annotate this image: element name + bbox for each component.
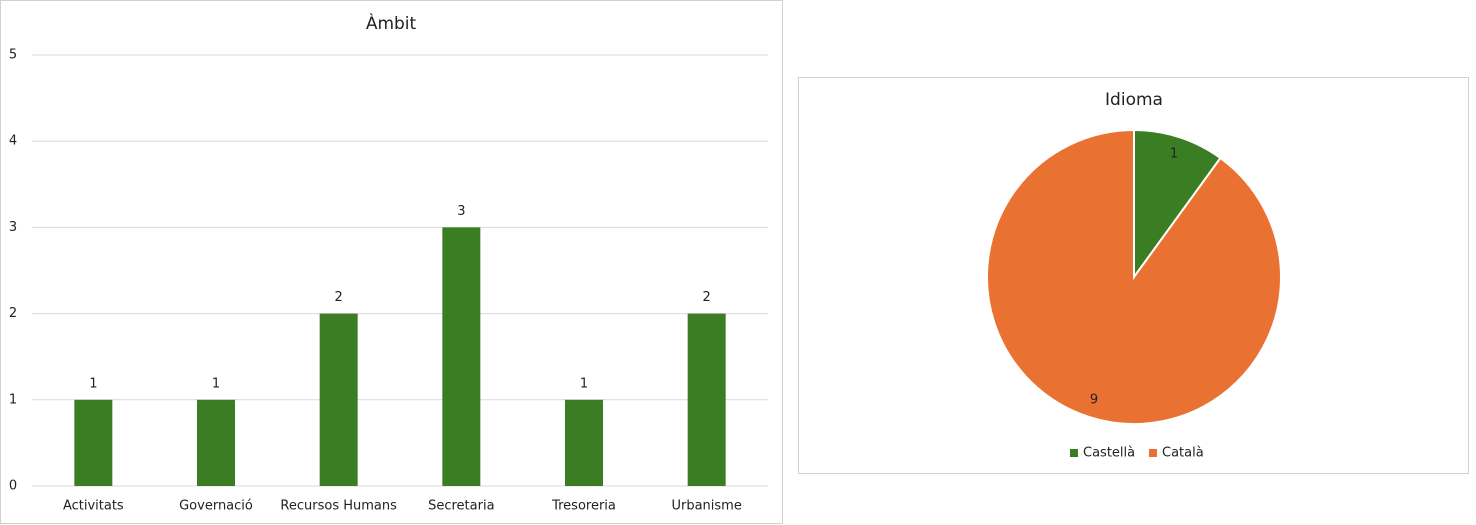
x-tick-label: Secretaria [428,499,494,514]
y-tick-label: 2 [9,306,17,321]
data-label: 9 [1090,393,1098,408]
x-tick-label: Urbanisme [671,499,741,514]
chart-title: Àmbit [366,12,417,34]
pie-slice [1133,128,1222,281]
pie-slice [985,128,1282,425]
bar [319,313,358,486]
data-label: 1 [89,376,97,391]
legend-swatch [1070,449,1078,457]
data-label: 2 [335,290,343,305]
bar [74,399,113,486]
y-tick-label: 0 [9,479,17,494]
x-tick-label: Governació [179,499,253,514]
y-tick-label: 4 [9,134,17,149]
x-tick-label: Tresoreria [551,499,616,514]
data-label: 3 [457,204,465,219]
x-tick-label: Recursos Humans [280,499,397,514]
x-tick-label: Activitats [63,499,124,514]
legend-label: Català [1162,446,1204,461]
bar [442,227,481,486]
bar [565,399,603,486]
y-tick-label: 1 [9,392,17,407]
legend-swatch [1149,449,1157,457]
data-label: 1 [212,376,220,391]
data-label: 1 [580,376,588,391]
legend-label: Castellà [1083,446,1135,461]
data-label: 2 [703,290,711,305]
data-label: 1 [1170,146,1178,161]
bar-chart-frame [0,0,783,524]
bar [197,399,235,486]
y-tick-label: 5 [9,48,17,63]
y-tick-label: 3 [9,220,17,235]
chart-title: Idioma [1105,90,1163,110]
bar [687,313,726,486]
